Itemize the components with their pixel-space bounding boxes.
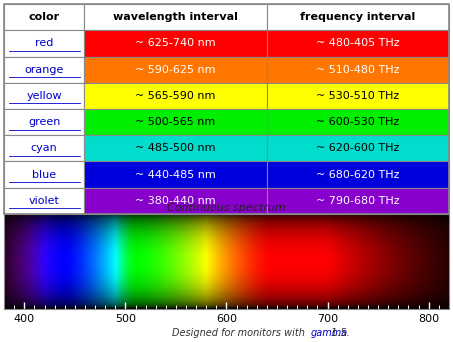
Text: 1.5.: 1.5. [328, 328, 350, 338]
Text: gamma: gamma [310, 328, 347, 338]
Text: color: color [29, 12, 60, 22]
Title: Continuous spectrum: Continuous spectrum [167, 203, 286, 213]
Text: ~ 380-440 nm: ~ 380-440 nm [135, 196, 216, 206]
FancyBboxPatch shape [266, 30, 449, 57]
Text: Designed for monitors with: Designed for monitors with [172, 328, 308, 338]
FancyBboxPatch shape [4, 83, 84, 109]
Text: ~ 620-600 THz: ~ 620-600 THz [316, 143, 400, 153]
FancyBboxPatch shape [4, 57, 84, 83]
Text: blue: blue [32, 170, 56, 180]
Text: violet: violet [29, 196, 60, 206]
Text: ~ 565-590 nm: ~ 565-590 nm [135, 91, 216, 101]
Text: ~ 590-625 nm: ~ 590-625 nm [135, 65, 216, 75]
FancyBboxPatch shape [4, 109, 84, 135]
FancyBboxPatch shape [4, 161, 84, 188]
Text: ~ 480-405 THz: ~ 480-405 THz [316, 39, 400, 49]
FancyBboxPatch shape [84, 135, 266, 161]
FancyBboxPatch shape [266, 83, 449, 109]
Text: ~ 500-565 nm: ~ 500-565 nm [135, 117, 216, 127]
FancyBboxPatch shape [84, 188, 266, 214]
Text: ~ 625-740 nm: ~ 625-740 nm [135, 39, 216, 49]
Text: ~ 680-620 THz: ~ 680-620 THz [316, 170, 400, 180]
Text: ~ 440-485 nm: ~ 440-485 nm [135, 170, 216, 180]
FancyBboxPatch shape [4, 4, 84, 30]
Text: red: red [35, 39, 53, 49]
FancyBboxPatch shape [266, 109, 449, 135]
FancyBboxPatch shape [266, 57, 449, 83]
FancyBboxPatch shape [4, 30, 84, 57]
Text: frequency interval: frequency interval [300, 12, 415, 22]
Text: yellow: yellow [26, 91, 62, 101]
FancyBboxPatch shape [84, 109, 266, 135]
Text: wavelength interval: wavelength interval [113, 12, 238, 22]
FancyBboxPatch shape [84, 161, 266, 188]
Text: ~ 600-530 THz: ~ 600-530 THz [316, 117, 399, 127]
Text: ~ 510-480 THz: ~ 510-480 THz [316, 65, 400, 75]
FancyBboxPatch shape [266, 161, 449, 188]
FancyBboxPatch shape [84, 4, 266, 30]
FancyBboxPatch shape [84, 83, 266, 109]
FancyBboxPatch shape [266, 4, 449, 30]
FancyBboxPatch shape [84, 30, 266, 57]
Text: ~ 485-500 nm: ~ 485-500 nm [135, 143, 216, 153]
FancyBboxPatch shape [4, 188, 84, 214]
FancyBboxPatch shape [4, 135, 84, 161]
FancyBboxPatch shape [266, 188, 449, 214]
FancyBboxPatch shape [266, 135, 449, 161]
Text: cyan: cyan [31, 143, 58, 153]
Text: orange: orange [24, 65, 64, 75]
Text: green: green [28, 117, 60, 127]
Text: ~ 530-510 THz: ~ 530-510 THz [316, 91, 399, 101]
FancyBboxPatch shape [84, 57, 266, 83]
Text: ~ 790-680 THz: ~ 790-680 THz [316, 196, 400, 206]
